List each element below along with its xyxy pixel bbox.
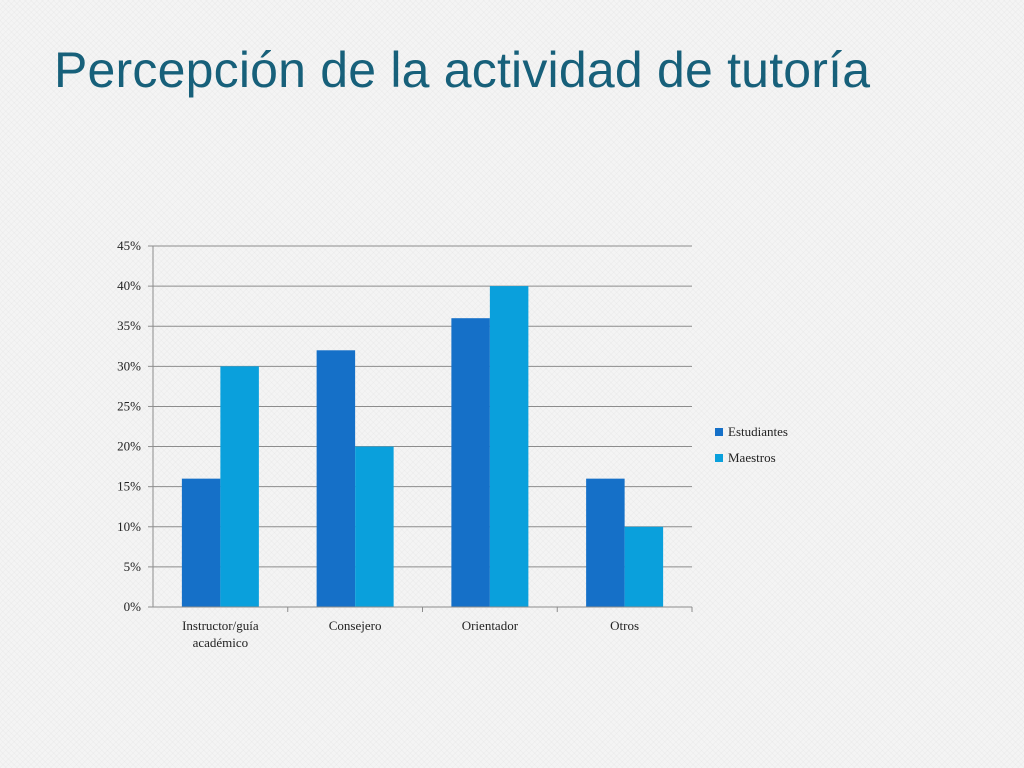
- y-axis-tick-labels: 0% 5% 10% 15% 20% 25% 30% 35% 40% 45%: [117, 238, 141, 614]
- legend-swatch-estudiantes: [715, 428, 723, 436]
- chart-legend: Estudiantes Maestros: [715, 424, 788, 465]
- y-tick-label: 20%: [117, 439, 141, 454]
- x-category-label: Otros: [610, 618, 639, 633]
- legend-label-maestros: Maestros: [728, 450, 776, 465]
- y-tick-label: 45%: [117, 238, 141, 253]
- x-category-label: Consejero: [329, 618, 382, 633]
- bar-estudiantes: [586, 478, 625, 607]
- bar-maestros: [355, 446, 394, 607]
- legend-label-estudiantes: Estudiantes: [728, 424, 788, 439]
- bar-maestros: [220, 366, 259, 607]
- bar-estudiantes: [451, 318, 490, 607]
- y-tick-label: 25%: [117, 398, 141, 413]
- x-category-label: Orientador: [462, 618, 519, 633]
- bar-estudiantes: [316, 350, 356, 607]
- y-tick-label: 5%: [124, 559, 142, 574]
- y-tick-label: 40%: [117, 278, 141, 293]
- bar-estudiantes: [181, 478, 221, 607]
- chart-axes: [148, 245, 693, 612]
- bar-maestros: [624, 526, 664, 607]
- slide-title: Percepción de la actividad de tutoría: [54, 42, 871, 98]
- y-tick-label: 10%: [117, 519, 141, 534]
- y-tick-label: 15%: [117, 479, 141, 494]
- chart-bars: [181, 286, 664, 607]
- x-category-label: Instructor/guía: [182, 618, 259, 633]
- y-tick-label: 30%: [117, 358, 141, 373]
- y-tick-label: 0%: [124, 599, 142, 614]
- legend-swatch-maestros: [715, 454, 723, 462]
- x-category-label: académico: [193, 635, 249, 650]
- bar-maestros: [489, 286, 529, 607]
- y-tick-label: 35%: [117, 318, 141, 333]
- x-axis-category-labels: Instructor/guía académico Consejero Orienta…: [182, 618, 639, 650]
